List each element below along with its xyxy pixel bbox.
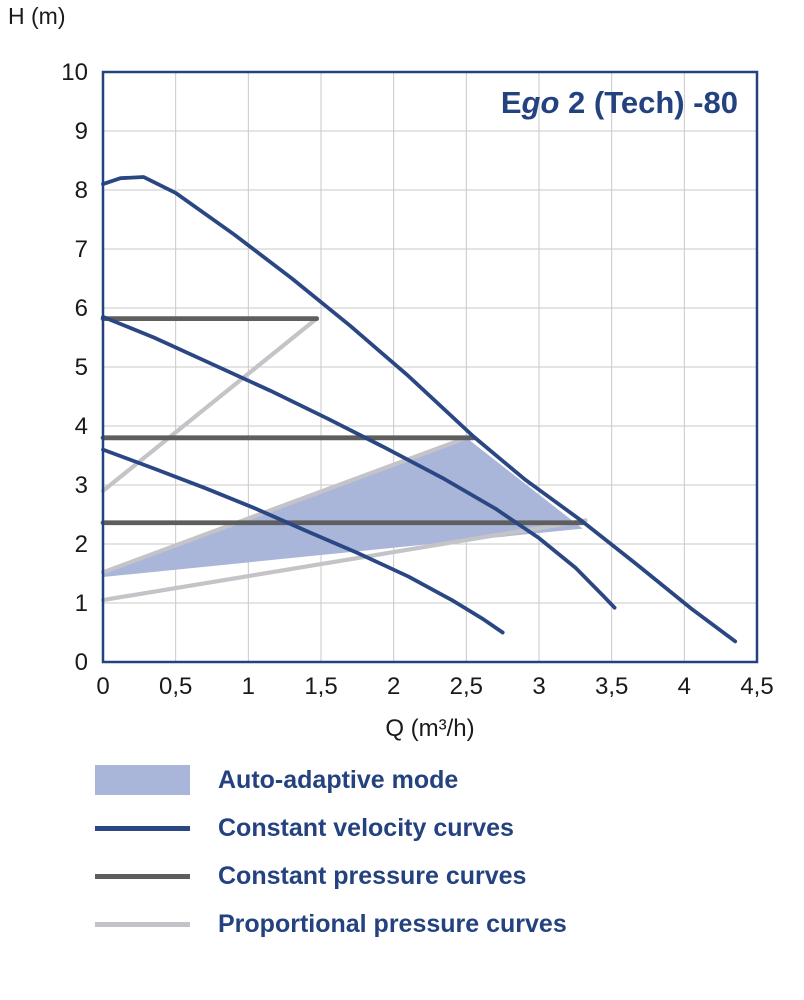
x-tick-label: 3 <box>532 673 545 700</box>
legend-label: Constant velocity curves <box>218 813 514 842</box>
proportional-pressure-curve-proportional-1 <box>100 316 319 493</box>
x-tick-label: 4 <box>678 673 691 700</box>
x-tick-label: 1,5 <box>304 673 337 700</box>
y-tick-label: 1 <box>75 590 88 617</box>
y-tick-label: 8 <box>75 177 88 204</box>
legend-item: Proportional pressure curves <box>95 908 804 940</box>
constant-velocity-curve-velocity-3 <box>101 447 505 635</box>
y-tick-label: 2 <box>75 531 88 558</box>
legend-item: Constant velocity curves <box>95 812 804 844</box>
area-swatch <box>95 765 190 795</box>
legend-item: Constant pressure curves <box>95 860 804 892</box>
line-swatch <box>95 825 190 831</box>
x-tick-label: 4,5 <box>740 673 773 700</box>
plot-border <box>101 70 759 664</box>
pump-performance-chart: 0 1 2 3 4 5 6 7 8 9 10 0 0,5 1 1,5 2 2,5 3 3,5 4 4,5 H (m) Q… <box>8 3 774 742</box>
y-tick-label: 7 <box>75 236 88 263</box>
legend-swatch-line-darkgray <box>95 873 190 879</box>
y-tick-label: 3 <box>75 472 88 499</box>
legend-swatch-line-navy <box>95 825 190 831</box>
proportional-pressure-curve-proportional-3 <box>100 518 588 603</box>
legend-swatch-area <box>95 765 190 795</box>
line-swatch <box>95 921 190 927</box>
y-axis-label: H (m) <box>8 3 65 29</box>
y-tick-label: 5 <box>75 354 88 381</box>
y-tick-label: 9 <box>75 118 88 145</box>
x-tick-label: 3,5 <box>595 673 628 700</box>
axis-ticks: 0 1 2 3 4 5 6 7 8 9 10 0 0,5 1 1,5 2 2,5 3 3,5 4 4,5 <box>61 59 773 700</box>
x-tick-label: 0 <box>96 673 109 700</box>
constant-velocity-curve-velocity-1 <box>101 175 738 644</box>
auto-adaptive-area <box>103 437 583 578</box>
legend-label: Auto-adaptive mode <box>218 765 459 794</box>
curves-layer <box>100 175 738 644</box>
legend-label: Constant pressure curves <box>218 861 527 890</box>
x-tick-label: 0,5 <box>159 673 192 700</box>
x-tick-label: 1 <box>242 673 255 700</box>
y-tick-label: 6 <box>75 295 88 322</box>
grid <box>102 71 758 663</box>
legend: Auto-adaptive mode Constant velocity curv… <box>95 764 804 940</box>
legend-swatch-line-lightgray <box>95 921 190 927</box>
line-swatch <box>95 873 190 879</box>
chart-title: Ego 2 (Tech) -80 <box>501 85 738 120</box>
x-axis-label: Q (m³/h) <box>385 715 474 742</box>
legend-item: Auto-adaptive mode <box>95 764 804 796</box>
constant-velocity-curve-velocity-2 <box>101 314 617 610</box>
y-tick-label: 0 <box>75 649 88 676</box>
y-tick-label: 10 <box>61 59 88 86</box>
x-tick-label: 2 <box>387 673 400 700</box>
legend-label: Proportional pressure curves <box>218 909 567 938</box>
x-tick-label: 2,5 <box>450 673 483 700</box>
auto-adaptive-area-layer <box>103 437 583 578</box>
y-tick-label: 4 <box>75 413 88 440</box>
